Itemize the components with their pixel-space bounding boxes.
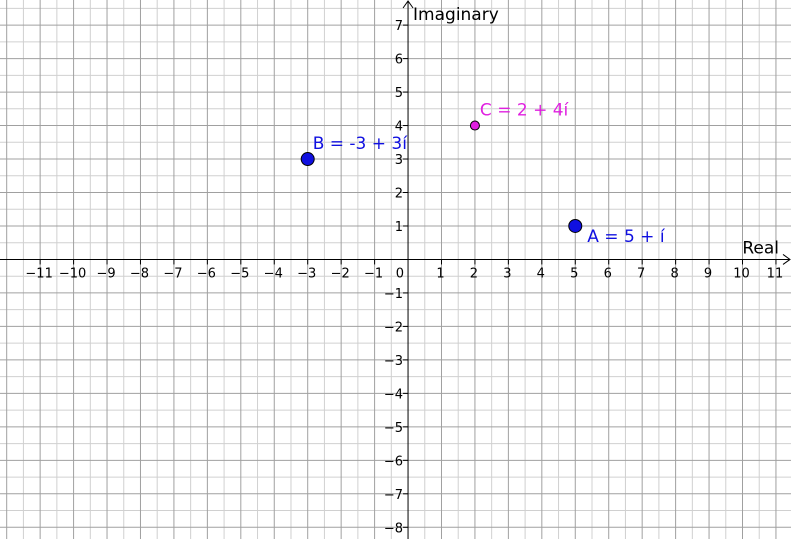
y-tick-label: −5 [384,421,403,436]
point-label-c: C = 2 + 4í [480,101,570,121]
y-tick-label: 7 [395,19,403,34]
y-tick-label: 6 [395,53,403,68]
point-c[interactable] [469,120,480,131]
x-tick-label: 8 [670,266,678,281]
point-b[interactable] [300,152,315,167]
x-tick-label: −7 [163,266,182,281]
y-tick-label: −7 [384,488,403,503]
x-tick-label: 4 [537,266,545,281]
data-points: A = 5 + í B = -3 + 3í C = 2 + 4í [300,101,666,247]
x-tick-label: 1 [436,266,444,281]
point-label-b: B = -3 + 3í [313,134,409,154]
x-tick-label: −8 [130,266,149,281]
y-tick-label: 3 [395,153,403,168]
y-axis-arrow [402,0,414,9]
x-tick-label: −10 [59,266,86,281]
x-axis-label: Real [742,238,779,258]
x-tick-label: −9 [96,266,115,281]
x-tick-label: 3 [503,266,511,281]
y-tick-label: −6 [384,454,403,469]
y-tick-label: 4 [395,120,403,135]
y-tick-label: −4 [384,387,403,402]
point-a[interactable] [568,218,583,233]
tick-marks [39,24,777,528]
x-tick-label: −1 [364,266,383,281]
y-tick-label: 1 [395,220,403,235]
x-tick-label: 2 [470,266,478,281]
x-tick-labels: −11 −10 −9 −8 −7 −6 −5 −4 −3 −2 −1 0 1 2 3 4 5 6 7 8 9 10 11 [25,266,783,281]
x-tick-label: 7 [637,266,645,281]
x-tick-label: −4 [264,266,283,281]
y-axis-label: Imaginary [413,5,499,25]
x-tick-label: 6 [604,266,612,281]
x-tick-label: −3 [297,266,316,281]
x-tick-label: 5 [570,266,578,281]
y-tick-label: 2 [395,187,403,202]
point-label-a: A = 5 + í [587,227,666,247]
y-tick-labels: −8 −7 −6 −5 −4 −3 −2 −1 1 2 3 4 5 6 7 [384,19,403,536]
x-tick-label: 0 [396,266,404,281]
y-tick-label: −8 [384,521,403,536]
y-tick-label: −1 [384,287,403,302]
y-tick-label: −3 [384,354,403,369]
x-tick-label: −11 [25,266,52,281]
y-tick-label: −2 [384,320,403,335]
x-tick-label: 11 [767,266,784,281]
x-tick-label: −5 [230,266,249,281]
x-axis-arrow [782,254,791,265]
x-tick-label: −6 [197,266,216,281]
x-tick-label: 9 [704,266,712,281]
y-tick-label: 5 [395,86,403,101]
x-tick-label: −2 [331,266,350,281]
x-tick-label: 10 [733,266,750,281]
